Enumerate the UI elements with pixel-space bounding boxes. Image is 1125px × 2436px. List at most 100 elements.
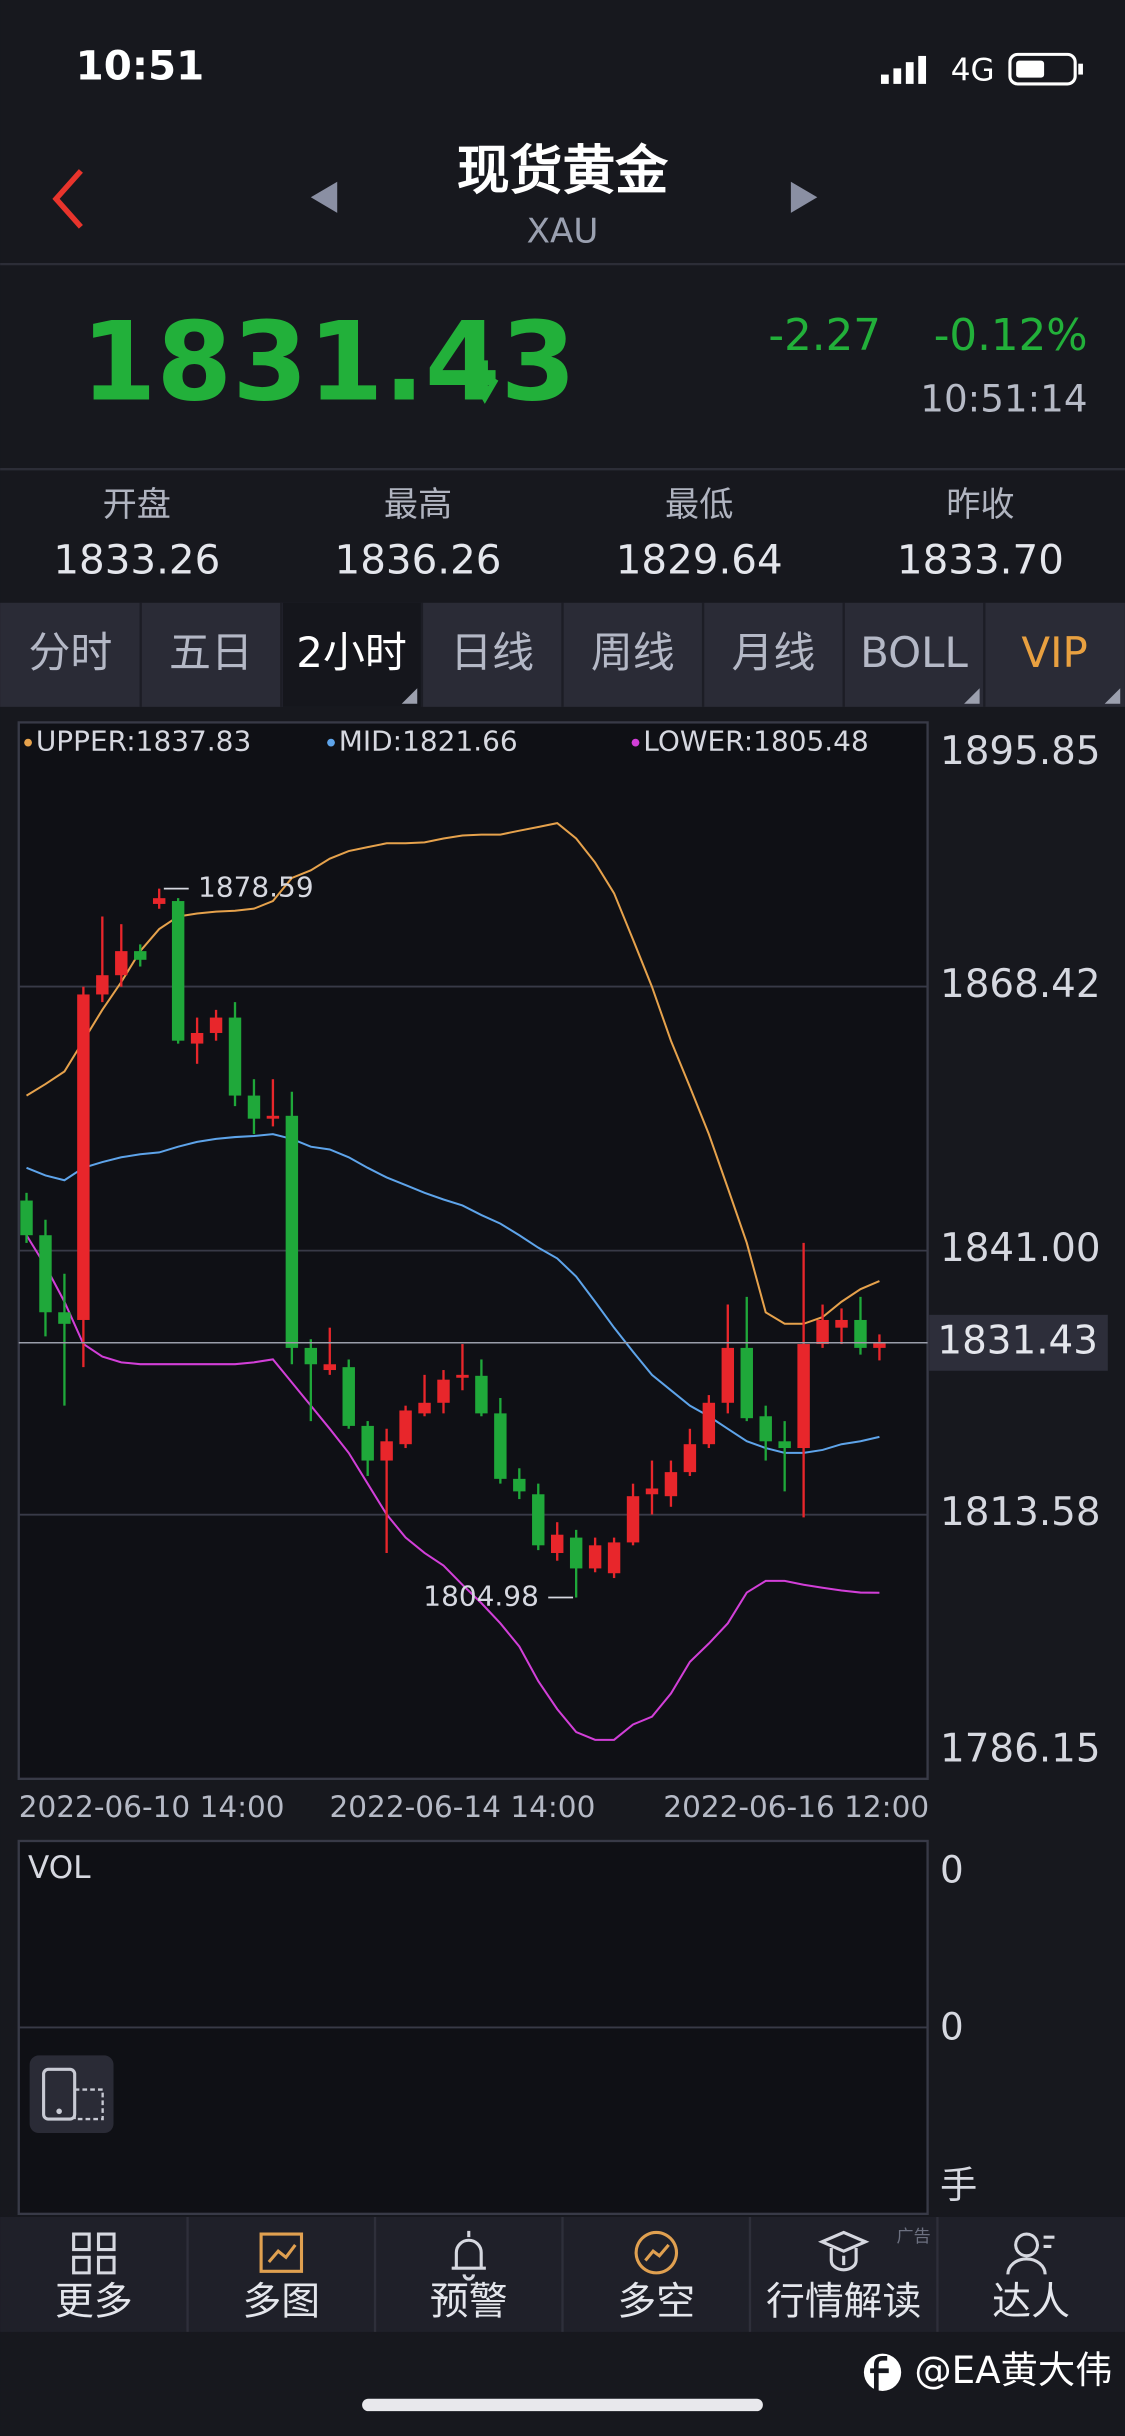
candle-body xyxy=(418,1402,431,1414)
tab-corner xyxy=(964,688,980,704)
candle-body xyxy=(759,1416,772,1442)
prev-button[interactable] xyxy=(310,181,338,213)
tab[interactable]: 分时 xyxy=(28,628,112,677)
candle-body xyxy=(361,1425,374,1461)
stat-label: 最低 xyxy=(665,485,733,525)
tab[interactable]: 周线 xyxy=(591,628,675,677)
legend-dot xyxy=(631,738,640,747)
candle-body xyxy=(854,1319,867,1348)
candle-body xyxy=(190,1032,204,1044)
candle-body xyxy=(721,1347,735,1403)
y-tick-label: 1868.42 xyxy=(940,962,1101,1007)
candle-body xyxy=(816,1319,829,1345)
ad-tag: 广告 xyxy=(897,2227,931,2247)
candle-body xyxy=(399,1410,412,1445)
candle-body xyxy=(835,1319,848,1328)
candle-body xyxy=(171,901,185,1041)
candle-body xyxy=(645,1488,659,1495)
candle-body xyxy=(152,898,166,904)
nav-icon xyxy=(818,2230,870,2272)
boll-line xyxy=(25,821,880,1325)
stat-value: 1836.26 xyxy=(335,536,502,583)
legend-name: UPPER: xyxy=(36,725,136,758)
legend-value: 1821.66 xyxy=(402,725,518,758)
rotate-button[interactable] xyxy=(29,2055,114,2134)
next-button[interactable] xyxy=(790,181,818,213)
candle-body xyxy=(664,1472,678,1497)
x-tick-label: 2022-06-16 12:00 xyxy=(663,1790,929,1824)
back-button[interactable] xyxy=(52,169,83,229)
stat-value: 1829.64 xyxy=(616,536,783,583)
candle-body xyxy=(266,1115,280,1119)
tab[interactable]: BOLL xyxy=(860,628,968,677)
candle-body xyxy=(740,1347,753,1419)
candle-body xyxy=(380,1441,393,1461)
nav-icon xyxy=(451,2230,486,2281)
home-indicator xyxy=(362,2398,763,2412)
x-tick-label: 2022-06-14 14:00 xyxy=(330,1790,596,1824)
candle-body xyxy=(437,1379,450,1403)
volume-unit: 手 xyxy=(940,2163,977,2207)
legend-dot xyxy=(327,738,335,747)
candle-body xyxy=(77,994,90,1320)
y-tick-label: 1895.85 xyxy=(940,729,1101,774)
tab[interactable]: 2小时 xyxy=(296,628,407,677)
nav-label[interactable]: 预警 xyxy=(430,2279,508,2324)
stat-label: 开盘 xyxy=(103,485,171,525)
last-price: 1831.43 xyxy=(81,299,576,426)
candle-body xyxy=(702,1402,716,1445)
candle-body xyxy=(115,951,128,976)
tab[interactable]: 日线 xyxy=(450,628,534,677)
legend-name: MID: xyxy=(339,725,402,758)
candle-body xyxy=(797,1344,810,1449)
tab[interactable]: 五日 xyxy=(169,628,253,677)
nav-label[interactable]: 达人 xyxy=(992,2279,1070,2324)
nav-icon xyxy=(634,2230,678,2275)
volume-tick-label: 0 xyxy=(940,1848,964,1892)
candle-body xyxy=(20,1200,33,1236)
legend-entry: LOWER:1805.48 xyxy=(643,725,868,758)
stat-label: 最高 xyxy=(384,485,452,525)
candle-body xyxy=(607,1542,621,1574)
down-arrow xyxy=(471,360,499,404)
candle-body xyxy=(588,1545,602,1569)
tab-selected-bg xyxy=(282,602,423,707)
candle-body xyxy=(342,1367,355,1426)
tab[interactable]: 月线 xyxy=(731,628,815,677)
nav-label[interactable]: 行情解读 xyxy=(766,2279,921,2324)
stat-label: 昨收 xyxy=(946,485,1014,525)
candle-body xyxy=(304,1347,318,1365)
nav-label[interactable]: 多图 xyxy=(242,2279,320,2324)
candle-body xyxy=(39,1235,52,1313)
candle-body xyxy=(285,1115,299,1348)
candle-body xyxy=(873,1342,886,1348)
page-subtitle: XAU xyxy=(527,212,599,252)
candle-body xyxy=(247,1095,261,1119)
legend-name: LOWER: xyxy=(643,725,753,758)
candle-body xyxy=(96,975,109,995)
x-tick-label: 2022-06-10 14:00 xyxy=(19,1790,285,1824)
stat-value: 1833.26 xyxy=(53,536,220,583)
watermark-icon xyxy=(863,2353,902,2393)
candle-body xyxy=(513,1478,526,1492)
volume-title: VOL xyxy=(28,1850,91,1886)
candle-body xyxy=(532,1494,545,1546)
legend-value: 1805.48 xyxy=(753,725,869,758)
nav-label[interactable]: 更多 xyxy=(55,2279,133,2324)
tab[interactable]: VIP xyxy=(1021,628,1087,677)
signal-icon xyxy=(880,55,927,84)
y-tick-label: 1813.58 xyxy=(940,1490,1101,1535)
candle-body xyxy=(626,1496,640,1543)
price-change: -2.27 xyxy=(768,311,881,361)
last-price-tag xyxy=(929,1314,1108,1371)
status-time: 10:51 xyxy=(76,42,205,89)
candle-body xyxy=(475,1375,488,1414)
legend-entry: MID:1821.66 xyxy=(339,725,518,758)
nav-label[interactable]: 多空 xyxy=(617,2279,695,2324)
quote-time: 10:51:14 xyxy=(920,376,1087,420)
battery-icon xyxy=(1008,52,1083,86)
last-price-label: 1831.43 xyxy=(937,1318,1098,1363)
watermark: @EA黄大伟 xyxy=(914,2348,1112,2392)
candle-body xyxy=(778,1441,791,1449)
